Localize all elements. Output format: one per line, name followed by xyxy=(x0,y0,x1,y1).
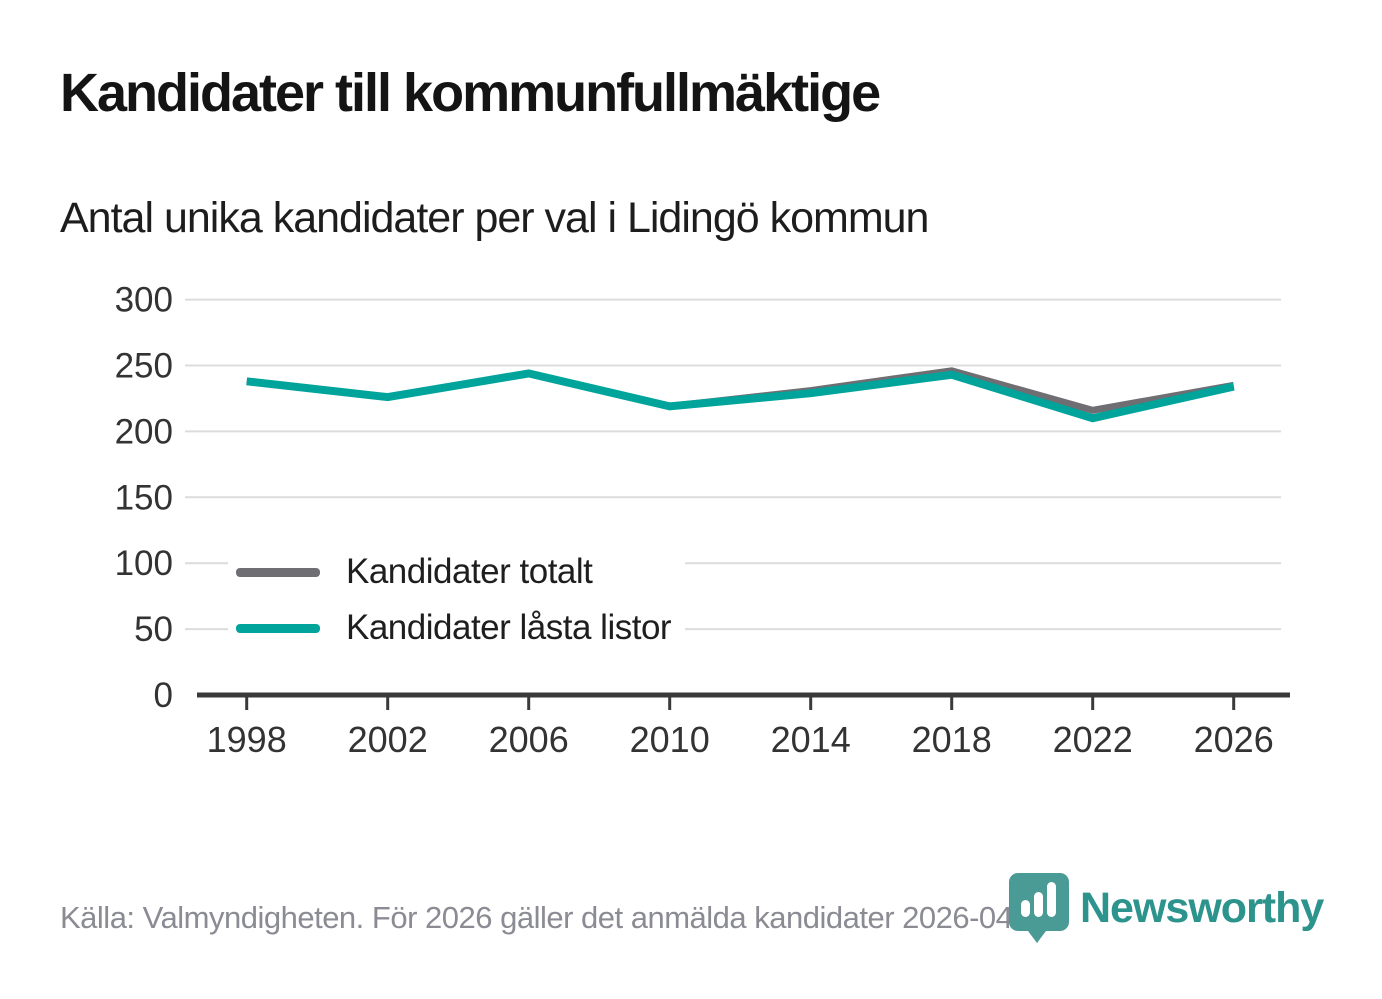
series-line-locked xyxy=(246,369,1235,423)
y-tick-label: 0 xyxy=(154,676,173,715)
x-tick-label-2018: 2018 xyxy=(912,719,992,760)
legend-item: Kandidater totalt xyxy=(236,552,671,592)
x-tick-label-2010: 2010 xyxy=(630,719,710,760)
page-title: Kandidater till kommunfullmäktige xyxy=(60,63,881,123)
y-tick-label: 50 xyxy=(134,610,173,649)
legend-swatch-icon xyxy=(236,567,320,577)
x-tick-label-2014: 2014 xyxy=(771,719,851,760)
x-tick-label-2002: 2002 xyxy=(348,719,428,760)
source-note: Källa: Valmyndigheten. För 2026 gäller d… xyxy=(60,900,1064,935)
y-tick-label: 150 xyxy=(115,478,173,517)
legend-label: Kandidater totalt xyxy=(346,552,593,591)
legend-label: Kandidater låsta listor xyxy=(346,608,672,647)
chart-legend: Kandidater totalt Kandidater låsta listor xyxy=(228,546,686,656)
x-tick-label-1998: 1998 xyxy=(207,719,287,760)
y-tick-label: 300 xyxy=(115,281,173,320)
legend-swatch-icon xyxy=(236,623,320,633)
x-tick-label-2006: 2006 xyxy=(489,719,569,760)
legend-item: Kandidater låsta listor xyxy=(236,608,672,648)
x-tick-label-2022: 2022 xyxy=(1053,719,1133,760)
newsworthy-logo: Newsworthy xyxy=(1008,872,1324,944)
newsworthy-logo-mark-icon xyxy=(1009,873,1069,943)
newsworthy-logo-text: Newsworthy xyxy=(1080,883,1324,932)
chart-subtitle: Antal unika kandidater per val i Lidingö… xyxy=(60,194,929,242)
y-tick-label: 250 xyxy=(115,347,173,386)
y-tick-label: 200 xyxy=(115,412,173,451)
x-tick-label-2026: 2026 xyxy=(1194,719,1274,760)
series-line-total xyxy=(246,367,1235,414)
y-tick-label: 100 xyxy=(115,544,173,583)
